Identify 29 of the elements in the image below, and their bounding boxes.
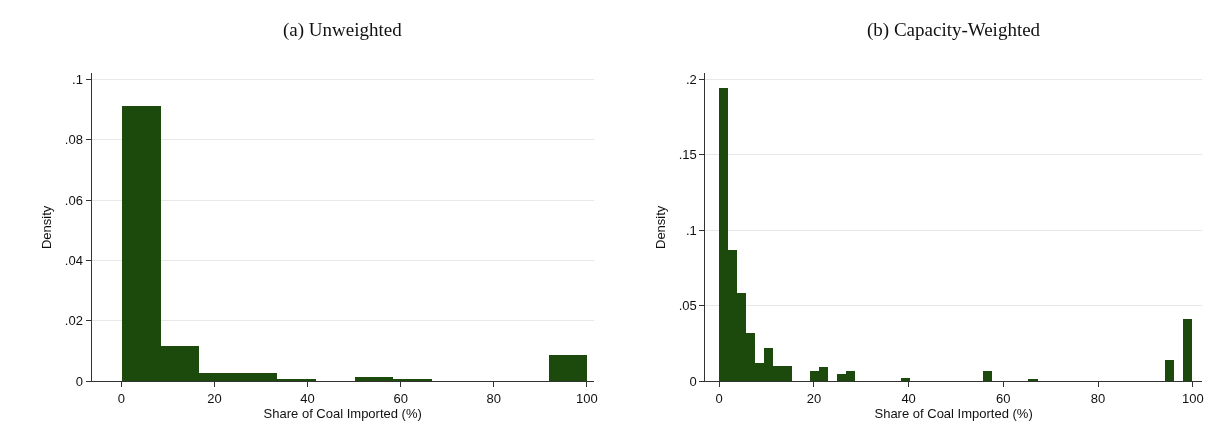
- y-tick-label: 0: [689, 373, 697, 389]
- y-tick-label: 0: [75, 373, 83, 389]
- y-tick-label: .08: [64, 132, 83, 148]
- x-tick-label: 40: [901, 390, 916, 406]
- x-tick-label: 80: [1090, 390, 1106, 406]
- x-axis-title: Share of Coal Imported (%): [263, 406, 422, 422]
- x-tick-label: 60: [393, 390, 408, 406]
- x-tick-label: 0: [117, 390, 125, 406]
- x-tick-label: 0: [715, 390, 723, 406]
- y-tick-label: .05: [678, 298, 697, 314]
- x-tick-label: 60: [996, 390, 1011, 406]
- x-axis-title: Share of Coal Imported (%): [874, 406, 1033, 422]
- chart-title: (b) Capacity-Weighted: [867, 19, 1041, 41]
- x-tick-label: 20: [806, 390, 822, 406]
- x-tick-label: 80: [486, 390, 502, 406]
- y-tick-label: .15: [678, 147, 697, 163]
- y-axis-title: Density: [38, 205, 54, 249]
- y-tick-label: .2: [685, 71, 697, 87]
- y-tick-label: .02: [64, 313, 83, 329]
- x-tick-label: 40: [300, 390, 315, 406]
- y-tick-label: .1: [72, 71, 83, 87]
- y-tick-label: .04: [64, 253, 83, 269]
- x-tick-label: 100: [1181, 390, 1204, 406]
- chart-title: (a) Unweighted: [283, 19, 403, 41]
- y-tick-label: .06: [64, 192, 83, 208]
- x-tick-label: 100: [576, 390, 598, 406]
- y-tick-label: .1: [685, 222, 697, 238]
- x-tick-label: 20: [207, 390, 222, 406]
- y-axis-title: Density: [652, 205, 668, 249]
